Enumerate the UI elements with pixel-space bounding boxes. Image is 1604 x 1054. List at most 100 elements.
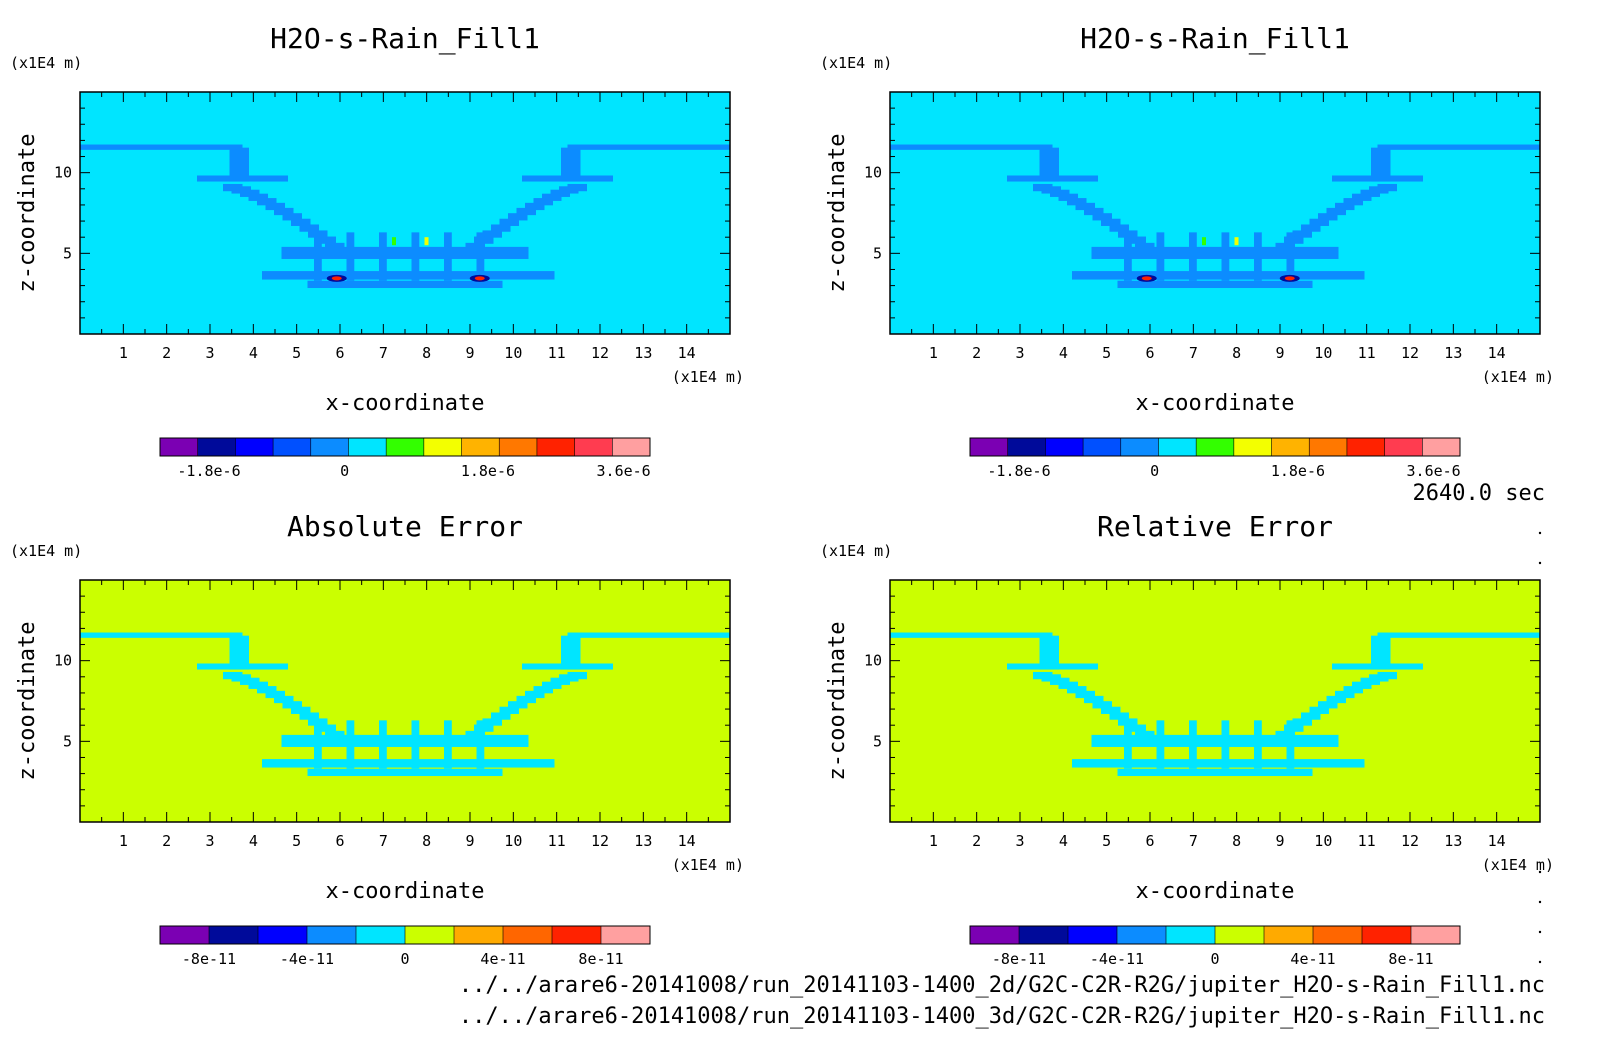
field-green-spot (392, 237, 396, 246)
field-layer-right (1377, 632, 1540, 638)
field-column-left (1039, 147, 1059, 182)
x-tick-label: 3 (205, 832, 214, 850)
colorbar-swatch (423, 438, 463, 456)
x-tick-label: 6 (1145, 832, 1154, 850)
field-arc-left (1109, 224, 1129, 232)
field-core (411, 232, 420, 281)
colorbar-label: 0 (400, 950, 409, 968)
y-unit-label: (x1E4 m) (10, 542, 82, 560)
field-band-upper (281, 246, 529, 259)
field-arc-left (1092, 213, 1112, 221)
colorbar-swatch (1166, 926, 1216, 944)
time-label: 2640.0 sec (1413, 481, 1545, 506)
field-arc-right (1301, 224, 1321, 232)
x-axis-label: x-coordinate (326, 391, 485, 416)
field-band-lower (1072, 271, 1365, 280)
field-arc-left (240, 677, 260, 685)
field-layer-left (890, 144, 1053, 150)
field-arc-right (1292, 718, 1312, 726)
field-hot-right (1284, 276, 1295, 281)
field-arc-right (1326, 695, 1346, 704)
x-tick-label: 7 (1189, 832, 1198, 850)
field-band-base (1117, 280, 1313, 289)
chart-panel-4: Relative Error(x1E4 m)1 2 3 4 5 6 7 8 9 10 11 12 13 1… (820, 510, 1554, 968)
plot-area (80, 580, 730, 822)
colorbar-swatch (1384, 438, 1423, 456)
x-tick-label: 5 (1102, 832, 1111, 850)
colorbar-swatch (601, 926, 651, 944)
colorbar-label: 1.8e-6 (1271, 462, 1325, 480)
field-arc-left (257, 686, 277, 694)
field-yellow-spot (1234, 237, 1239, 246)
x-tick-label: 14 (678, 344, 696, 362)
x-tick-label: 14 (1488, 344, 1506, 362)
x-tick-label: 7 (379, 344, 388, 362)
field-yellow-spot (424, 237, 429, 246)
field-hot-left (1141, 276, 1152, 281)
colorbar-swatch (348, 438, 387, 456)
x-tick-label: 9 (1275, 832, 1284, 850)
field-column-left (229, 635, 249, 670)
field-arc-right (1275, 730, 1295, 739)
x-tick-label: 1 (929, 344, 938, 362)
field-arc-left (291, 706, 311, 714)
field-core (346, 720, 355, 769)
x-tick-label: 5 (1102, 344, 1111, 362)
x-unit-label: (x1E4 m) (672, 856, 744, 874)
field-core (1254, 232, 1262, 281)
field-arc-left (1135, 242, 1155, 251)
field-arc-left (1084, 695, 1104, 704)
colorbar-swatch (1422, 438, 1461, 456)
field-arc-right (1360, 189, 1380, 197)
chart-title: H2O-s-Rain_Fill1 (1080, 22, 1350, 56)
x-tick-label: 2 (972, 344, 981, 362)
colorbar-label: 4e-11 (480, 950, 525, 968)
field-core (1189, 720, 1197, 769)
field-shelf-right (1332, 663, 1423, 670)
field-shelf-left (197, 175, 288, 182)
chart-title: Absolute Error (287, 510, 523, 543)
field-arc-left (1050, 677, 1070, 685)
colorbar-label: -4e-11 (280, 950, 334, 968)
field-arc-right (542, 681, 562, 689)
colorbar-label: 8e-11 (1388, 950, 1433, 968)
field-core (476, 720, 485, 769)
x-tick-label: 12 (1401, 832, 1419, 850)
x-tick-label: 8 (422, 832, 431, 850)
field-core (1156, 232, 1165, 281)
colorbar-swatch (1083, 438, 1122, 456)
y-tick-label: 10 (864, 652, 882, 670)
field-core (1221, 232, 1230, 281)
y-tick-label: 10 (54, 652, 72, 670)
field-arc-left (1058, 681, 1078, 689)
field-column-left (229, 147, 249, 182)
field-arc-right (533, 198, 553, 206)
field-band-upper (281, 734, 529, 747)
plot-area (80, 92, 730, 334)
field-core (379, 232, 387, 281)
field-arc-left (1135, 730, 1155, 739)
field-arc-right (550, 677, 570, 685)
colorbar-swatch (1271, 438, 1310, 456)
x-tick-label: 10 (504, 832, 522, 850)
x-tick-label: 8 (1232, 344, 1241, 362)
x-tick-label: 11 (548, 832, 566, 850)
x-tick-label: 2 (162, 832, 171, 850)
field-arc-left (1075, 202, 1095, 211)
field-core (444, 720, 452, 769)
colorbar-swatch (1233, 438, 1273, 456)
x-tick-label: 13 (1444, 832, 1462, 850)
y-axis-label: z-coordinate (15, 622, 40, 781)
field-arc-left (1075, 690, 1095, 699)
field-core (476, 232, 485, 281)
field-core (1254, 720, 1262, 769)
field-arc-right (533, 686, 553, 694)
field-arc-left (257, 198, 277, 206)
y-unit-label: (x1E4 m) (820, 54, 892, 72)
colorbar-swatch (1120, 438, 1159, 456)
x-tick-label: 14 (1488, 832, 1506, 850)
x-axis-label: x-coordinate (1136, 391, 1295, 416)
y-tick-label: 5 (63, 732, 72, 750)
field-arc-left (274, 695, 294, 704)
field-arc-left (299, 712, 319, 720)
